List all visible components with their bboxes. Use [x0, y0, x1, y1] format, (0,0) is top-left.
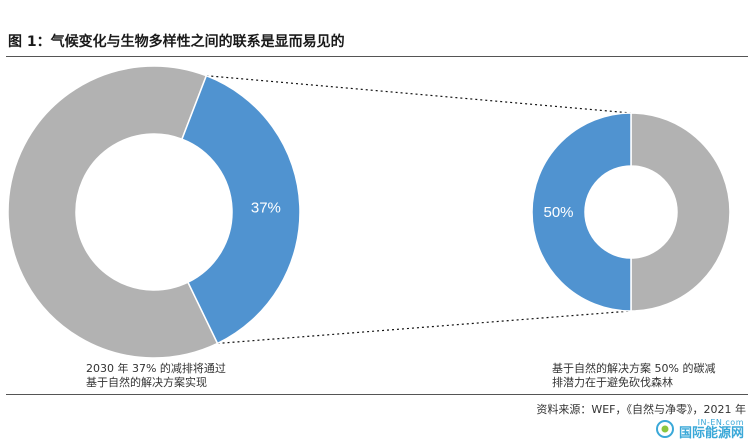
- bottom-rule: [6, 394, 748, 395]
- donut-1-slice-2: [7, 65, 219, 359]
- donut-2-slice-1-label: 50%: [543, 204, 573, 221]
- connector-line-2: [217, 310, 632, 345]
- donut-1-slice-1-label: 37%: [251, 199, 281, 216]
- connector-line-1: [206, 75, 632, 114]
- watermark-cn: 国际能源网: [678, 425, 744, 441]
- right-caption: 基于自然的解决方案 50% 的碳减 排潜力在于避免砍伐森林: [552, 362, 715, 390]
- source-note: 资料来源：WEF，《自然与净零》，2021 年: [536, 403, 746, 416]
- left-caption: 2030 年 37% 的减排将通过 基于自然的解决方案实现: [86, 362, 226, 390]
- figure-title: 图 1：气候变化与生物多样性之间的联系是显而易见的: [8, 34, 345, 50]
- watermark-en: IN-EN.com: [697, 417, 744, 427]
- donut-2-slice-1: [531, 112, 632, 312]
- left-caption-line-2: 基于自然的解决方案实现: [86, 376, 207, 389]
- top-rule: [6, 56, 748, 57]
- left-caption-line-1: 2030 年 37% 的减排将通过: [86, 362, 226, 375]
- watermark-logo: IN-EN.com 国际能源网: [655, 418, 744, 440]
- right-caption-line-1: 基于自然的解决方案 50% 的碳减: [552, 362, 716, 375]
- right-caption-line-2: 排潜力在于避免砍伐森林: [552, 376, 673, 389]
- donut-1-slice-1: [180, 74, 301, 345]
- watermark-icon: [655, 420, 674, 438]
- donut-2-slice-2: [630, 112, 731, 312]
